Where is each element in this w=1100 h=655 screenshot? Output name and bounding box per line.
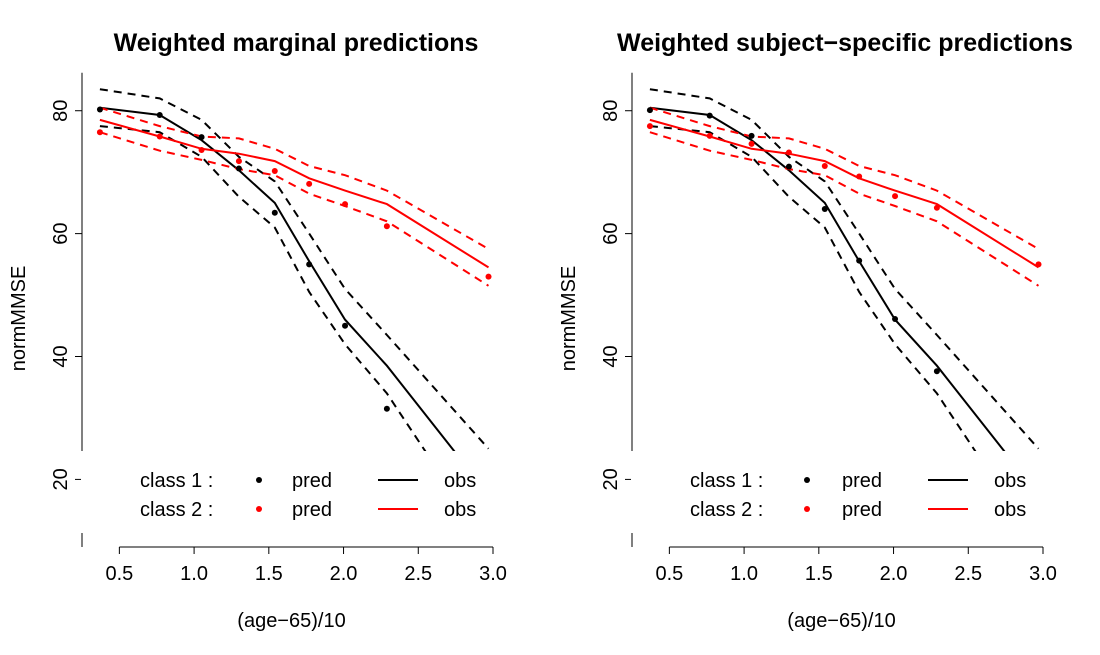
legend-class-label: class 1 : [140, 470, 213, 492]
series-1-pred-point [706, 112, 713, 119]
x-tick-label: 1.0 [730, 563, 758, 585]
series-1-upper-ci [649, 88, 1040, 450]
legend-box [81, 451, 492, 533]
x-tick-label: 2.5 [954, 563, 982, 585]
series-1-pred-point [306, 261, 313, 268]
x-axis-label: (age−65)/10 [787, 610, 895, 632]
legend-obs-label: obs [444, 499, 476, 521]
series-1-pred-point [646, 107, 653, 114]
series-2-pred-point [306, 180, 313, 187]
legend-class-label: class 2 : [690, 499, 763, 521]
legend-class-label: class 1 : [690, 470, 763, 492]
series-2-lower-ci [649, 131, 1040, 287]
y-tick-label: 20 [600, 468, 622, 490]
series-2-pred-point [96, 129, 103, 136]
legend: class 1 : pred obs class 2 : pred obs [631, 451, 1042, 533]
legend-box [631, 451, 1042, 533]
series-1-obs-line [99, 106, 458, 456]
series-2-lower-ci [99, 131, 490, 287]
series-2-pred-point [821, 163, 828, 170]
legend-pred-label: pred [292, 499, 332, 521]
y-tick-label: 80 [50, 100, 72, 122]
legend-pred-label: pred [842, 499, 882, 521]
series-2-obs-line [99, 118, 490, 269]
series-2-pred-point [383, 223, 390, 230]
y-axis-label: normMMSE [558, 266, 580, 372]
y-axis-label: normMMSE [8, 266, 30, 372]
legend-pred-marker [256, 506, 262, 512]
y-tick-label: 40 [600, 345, 622, 367]
x-tick-label: 1.5 [255, 563, 283, 585]
series-2-pred-point [933, 204, 940, 211]
series-2-obs-line [649, 118, 1040, 269]
x-tick-label: 2.0 [880, 563, 908, 585]
series-lines [649, 88, 1040, 456]
legend-pred-marker [804, 506, 810, 512]
series-2-pred-point [271, 167, 278, 174]
series-1-lower-ci [99, 125, 427, 453]
series-1-obs-line [649, 106, 1008, 456]
legend-pred-label: pred [842, 470, 882, 492]
y-tick-label: 80 [600, 100, 622, 122]
series-2-pred-point [342, 201, 349, 208]
legend-obs-label: obs [994, 499, 1026, 521]
panel-subject-specific: Weighted subject−specific predictions 0.5… [558, 29, 1073, 632]
series-2-pred-point [785, 149, 792, 156]
legend: class 1 : pred obs class 2 : pred obs [81, 451, 492, 533]
series-1-pred-point [383, 405, 390, 412]
series-1-pred-point [156, 112, 163, 119]
series-1-pred-point [821, 206, 828, 213]
series-1-pred-point [856, 257, 863, 264]
legend-pred-label: pred [292, 470, 332, 492]
legend-obs-label: obs [444, 470, 476, 492]
chart-title: Weighted marginal predictions [114, 29, 479, 57]
series-2-pred-point [892, 193, 899, 200]
series-1-pred-point [785, 163, 792, 170]
series-1-lower-ci [649, 125, 977, 453]
legend-class-label: class 2 : [140, 499, 213, 521]
series-2-pred-point [485, 273, 492, 280]
x-tick-label: 3.0 [479, 563, 507, 585]
legend-pred-marker [256, 477, 262, 483]
legend-obs-label: obs [994, 470, 1026, 492]
series-1-pred-point [271, 209, 278, 216]
series-2-pred-point [646, 123, 653, 130]
x-tick-label: 1.0 [180, 563, 208, 585]
x-tick-label: 2.0 [330, 563, 358, 585]
series-lines [99, 88, 490, 456]
legend-pred-marker [804, 477, 810, 483]
x-axis-label: (age−65)/10 [237, 610, 345, 632]
series-1-pred-point [96, 106, 103, 113]
x-tick-label: 2.5 [404, 563, 432, 585]
y-tick-label: 60 [600, 222, 622, 244]
series-1-pred-point [235, 165, 242, 172]
series-1-pred-point [342, 322, 349, 329]
series-2-pred-point [198, 147, 205, 154]
series-2-upper-ci [99, 106, 489, 250]
series-2-pred-point [748, 140, 755, 147]
x-tick-label: 0.5 [105, 563, 133, 585]
series-2-upper-ci [649, 106, 1039, 250]
y-tick-label: 40 [50, 345, 72, 367]
panel-marginal: Weighted marginal predictions 0.5 1.0 1.5 2.… [8, 29, 507, 632]
series-2-pred-point [235, 158, 242, 165]
chart-title: Weighted subject−specific predictions [617, 29, 1073, 57]
x-tick-label: 1.5 [805, 563, 833, 585]
series-1-pred-point [933, 368, 940, 375]
series-2-pred-point [856, 173, 863, 180]
series-1-pred-point [198, 134, 205, 141]
series-2-pred-point [156, 133, 163, 140]
series-2-pred-point [1035, 261, 1042, 268]
x-tick-label: 0.5 [655, 563, 683, 585]
series-2-pred-point [706, 132, 713, 139]
y-tick-label: 20 [50, 468, 72, 490]
series-1-pred-point [748, 132, 755, 139]
y-tick-label: 60 [50, 222, 72, 244]
series-1-pred-point [892, 316, 899, 323]
series-1-upper-ci [99, 88, 490, 450]
x-tick-label: 3.0 [1029, 563, 1057, 585]
